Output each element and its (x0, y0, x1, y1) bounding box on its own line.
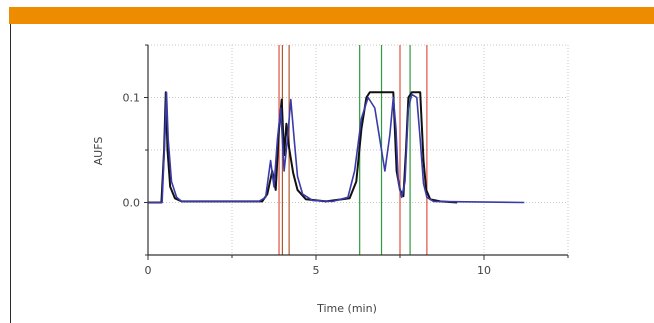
series-line-black (148, 91, 458, 204)
x-axis-title: Time (min) (316, 302, 377, 315)
tick-labels: 0 5 10 0.0 0.1 (123, 92, 492, 278)
series-line-blue (148, 91, 525, 204)
y-tick-label: 0.0 (123, 197, 141, 210)
y-tick-label: 0.1 (123, 92, 141, 105)
header-bar (9, 7, 654, 24)
y-axis-title: AUFS (92, 137, 105, 166)
x-tick-label: 10 (477, 264, 491, 277)
series-group (148, 91, 525, 204)
x-tick-label: 0 (145, 264, 152, 277)
x-tick-label: 5 (313, 264, 320, 277)
frame-left-rule (10, 24, 11, 323)
axes (144, 44, 569, 260)
